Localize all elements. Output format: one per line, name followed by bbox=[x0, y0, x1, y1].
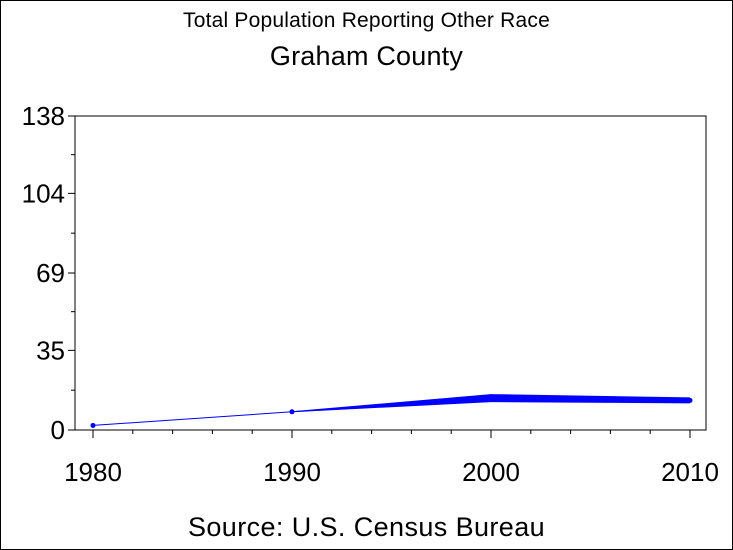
x-tick-label: 1990 bbox=[263, 457, 321, 487]
series-layer bbox=[90, 394, 693, 428]
source-note: Source: U.S. Census Bureau bbox=[187, 512, 546, 542]
y-tick-label: 0 bbox=[51, 415, 65, 445]
axes: 0 35 69 104 138 1980 1990 2000 2010 bbox=[22, 101, 719, 487]
data-point bbox=[488, 395, 494, 401]
data-point bbox=[289, 409, 295, 415]
y-tick-label: 35 bbox=[36, 335, 65, 365]
series-band bbox=[292, 394, 690, 413]
y-tick-label: 138 bbox=[22, 101, 65, 131]
y-tick-label: 69 bbox=[36, 258, 65, 288]
data-point bbox=[687, 397, 693, 403]
plot-frame bbox=[74, 115, 707, 431]
y-tick-label: 104 bbox=[22, 178, 65, 208]
data-point bbox=[90, 422, 96, 428]
x-tick-label: 1980 bbox=[64, 457, 122, 487]
chart-title: Total Population Reporting Other Race bbox=[183, 9, 550, 32]
chart-subtitle: Graham County bbox=[269, 41, 464, 71]
x-tick-label: 2000 bbox=[462, 457, 520, 487]
x-tick-label: 2010 bbox=[661, 457, 719, 487]
